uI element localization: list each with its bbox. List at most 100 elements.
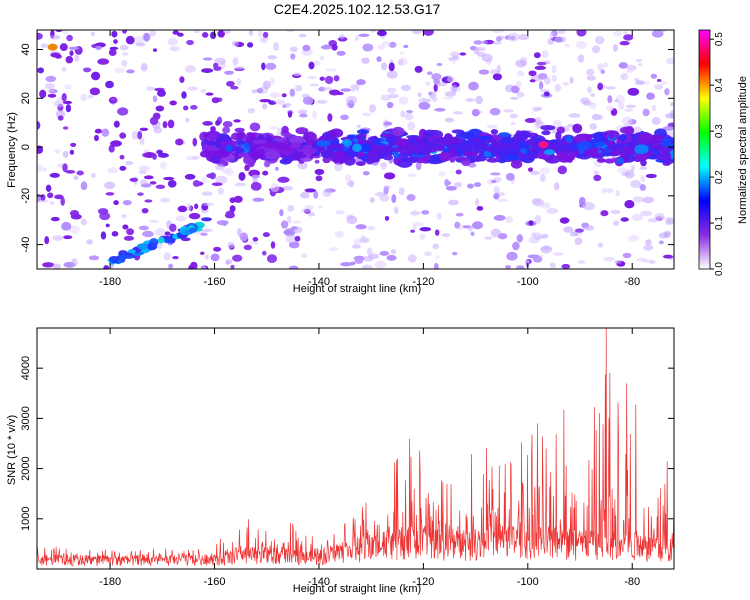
spectral-blob	[386, 254, 397, 261]
spectral-blob	[154, 228, 167, 237]
spectral-blob	[454, 145, 462, 152]
y-tick-label: 1000	[20, 507, 32, 531]
spectral-blob	[200, 88, 207, 94]
spectral-blob	[639, 183, 647, 191]
spectral-blob	[618, 62, 628, 69]
spectral-blob	[426, 143, 441, 150]
spectral-blob	[611, 157, 618, 163]
colorbar-fill	[699, 30, 710, 269]
spectral-blob	[474, 198, 480, 207]
spectral-blob	[267, 55, 277, 60]
spectral-blob	[421, 136, 428, 144]
spectral-blob	[255, 148, 266, 159]
spectral-blob	[496, 35, 505, 40]
spectral-blob	[593, 170, 600, 175]
spectral-blob	[62, 30, 69, 35]
spectral-blob	[426, 71, 433, 76]
spectral-blob	[285, 132, 292, 138]
spectral-blob	[631, 213, 644, 221]
x-tick-label: -140	[308, 276, 330, 288]
spectral-blob	[202, 57, 213, 61]
spectral-blob	[103, 265, 110, 269]
spectral-blob	[535, 116, 542, 125]
spectral-blob	[417, 142, 429, 148]
spectral-blob	[359, 143, 372, 153]
spectral-blob	[201, 32, 209, 38]
spectral-blob	[438, 136, 453, 144]
spectral-blob	[664, 113, 674, 119]
spectral-blob	[340, 262, 353, 267]
spectral-blob	[544, 149, 555, 155]
spectral-blob	[113, 200, 119, 206]
spectral-blob	[211, 182, 223, 187]
spectral-blob	[419, 233, 426, 241]
spectral-blob	[441, 233, 451, 238]
y-tick-label: -40	[20, 237, 32, 253]
x-tick-label: -180	[99, 276, 121, 288]
spectral-blob	[478, 69, 490, 75]
spectral-blob	[169, 46, 181, 52]
spectral-blob	[104, 181, 116, 190]
spectral-blob	[279, 209, 284, 217]
spectral-blob	[339, 34, 345, 40]
spectral-blob	[642, 196, 655, 204]
spectral-blob	[475, 155, 487, 162]
spectral-blob	[398, 96, 409, 105]
spectral-blob	[346, 180, 354, 187]
spectral-blob	[627, 147, 635, 155]
spectral-blob	[45, 184, 52, 192]
spectral-blob	[216, 135, 233, 143]
spectral-blob	[481, 40, 489, 45]
spectral-blob	[565, 135, 573, 143]
spectral-blob	[549, 262, 556, 269]
spectral-blob	[247, 158, 255, 168]
spectral-blob	[262, 170, 269, 176]
spectral-blob	[468, 81, 479, 91]
spectral-blob	[210, 156, 221, 164]
spectral-blob	[122, 254, 135, 259]
spectral-blob	[76, 170, 84, 176]
snr-y-label: SNR (10 * v/v)	[6, 415, 18, 485]
spectral-blob	[506, 251, 518, 261]
spectral-blob	[536, 61, 547, 66]
spectral-blob	[551, 64, 557, 74]
spectral-blob	[129, 177, 139, 182]
spectral-blob	[329, 128, 344, 138]
spectral-blob	[546, 207, 559, 214]
spectral-blob	[90, 173, 96, 178]
spectral-blob	[345, 95, 358, 105]
spectral-blob	[619, 41, 630, 46]
spectral-blob	[640, 159, 647, 167]
spectral-blob	[225, 144, 234, 152]
spectral-blob	[247, 107, 256, 114]
spectral-blob	[590, 93, 595, 97]
spectral-blob	[204, 254, 209, 260]
spectral-blob	[626, 64, 637, 71]
colorbar-frame	[698, 29, 711, 270]
spectral-blob	[422, 30, 434, 36]
spectral-blob	[121, 214, 127, 219]
x-tick-label: -120	[412, 276, 434, 288]
spectral-blob	[259, 99, 272, 103]
spectral-blob	[613, 149, 623, 156]
spectral-blob	[537, 106, 542, 111]
spectral-blob	[248, 30, 254, 36]
spectral-blob	[50, 52, 61, 58]
spectral-blob	[222, 120, 233, 128]
spectral-blob	[624, 199, 635, 209]
spectral-blob	[486, 157, 500, 163]
spectral-blob	[157, 236, 165, 244]
spectral-blob	[382, 154, 394, 161]
spectral-blob	[149, 30, 157, 37]
spectral-blob	[411, 30, 423, 35]
spectral-blob	[661, 151, 672, 161]
spectrogram-x-ticks: -180 -160 -140 -120 -100 -80	[99, 30, 640, 288]
spectral-blob	[188, 227, 198, 233]
spectral-blob	[607, 144, 617, 151]
spectral-blob	[421, 210, 430, 215]
spectral-blob	[80, 93, 87, 102]
spectral-blob	[152, 95, 158, 103]
spectral-blob	[572, 123, 583, 134]
spectral-blob	[137, 130, 143, 140]
spectral-blob	[87, 94, 94, 99]
